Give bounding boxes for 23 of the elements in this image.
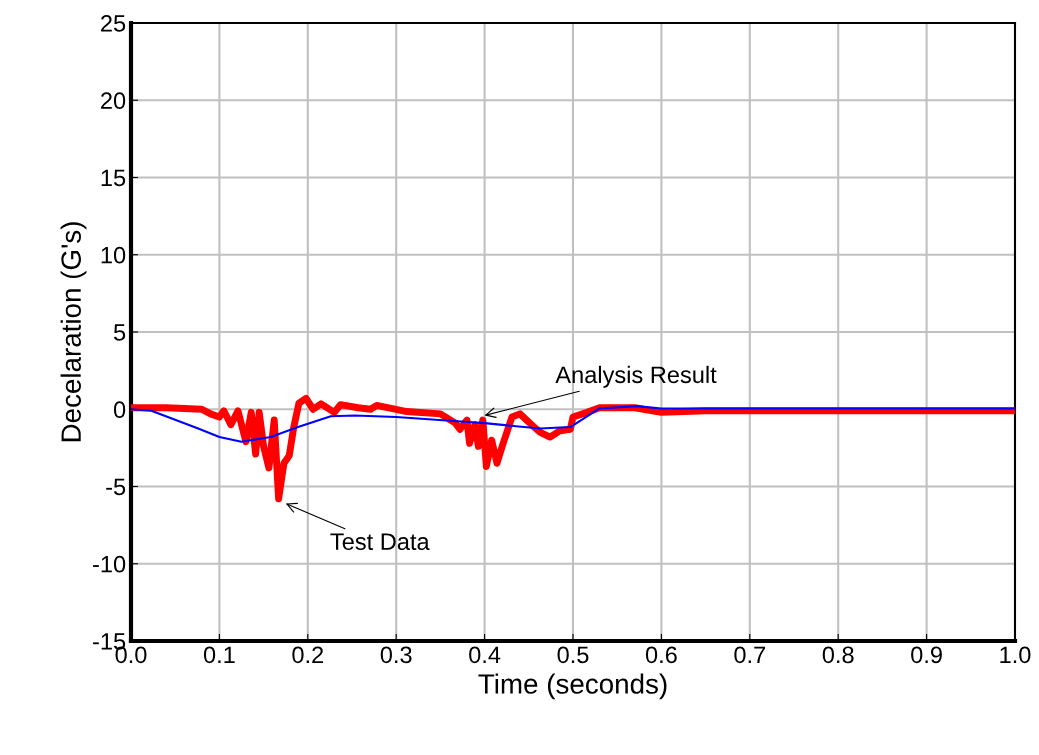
y-tick-label: 25	[101, 15, 126, 32]
y-tick-label: 10	[101, 246, 126, 264]
x-tick-label: 0.4	[469, 646, 501, 664]
x-tick-label: 0.1	[203, 646, 235, 664]
x-axis-title: Time (seconds)	[478, 673, 667, 700]
y-tick-label: -10	[93, 555, 126, 573]
annotation: Analysis Result	[555, 365, 717, 388]
x-tick-label: 0.5	[557, 646, 589, 664]
y-tick-label: 15	[101, 169, 126, 187]
annotation: Test Data	[330, 533, 430, 550]
line-series	[131, 405, 1015, 443]
x-tick-label: 0.7	[734, 646, 766, 664]
y-axis-title: Decelaration (G's)	[60, 222, 87, 442]
x-tick-label: 0.2	[292, 646, 324, 664]
x-tick-label: 0.8	[822, 646, 854, 664]
x-tick-label: 1.0	[1000, 646, 1031, 664]
y-tick-label: 0	[113, 401, 126, 419]
x-tick-label: 0.9	[911, 646, 942, 664]
x-tick-label: 0.3	[380, 646, 412, 664]
y-tick-label: 5	[113, 324, 126, 341]
y-tick-label: -5	[106, 478, 126, 496]
x-tick-label: 0.6	[645, 646, 677, 664]
y-tick-label: 20	[101, 92, 126, 110]
